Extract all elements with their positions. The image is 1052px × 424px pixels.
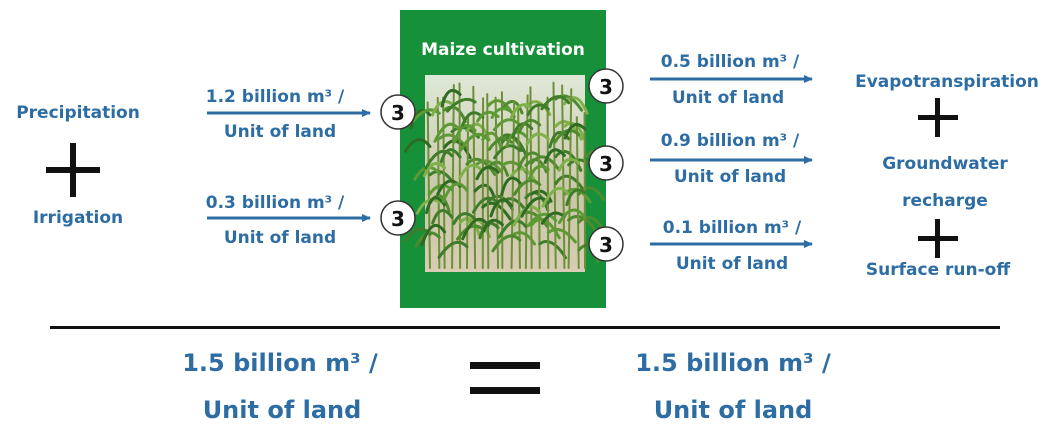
badge: 3 [588,145,624,181]
svg-text:3: 3 [391,207,405,231]
input-label: Precipitation [16,103,140,123]
outflow-amount: 0.5 billion m³ / [660,52,800,72]
divider [50,326,1000,329]
badge: 3 [380,200,416,236]
input-label: Irrigation [32,208,124,228]
inflow-amount: 1.2 billion m³ / [205,87,345,107]
svg-text:3: 3 [391,101,405,125]
plus-sign [918,219,958,258]
outflow-amount: 0.9 billion m³ / [660,131,800,151]
outflow-unit: Unit of land [671,88,785,108]
total-amount: 1.5 billion m³ / [182,349,378,377]
output-label: Surface run-off [865,260,1011,280]
plus-sign [46,143,100,197]
outflow-unit: Unit of land [675,254,789,274]
maize-photo [403,75,614,272]
badge: 3 [380,94,416,130]
output-label: Evapotranspiration [855,72,1039,92]
svg-text:3: 3 [599,75,613,99]
total-unit: Unit of land [202,396,362,424]
total-amount: 1.5 billion m³ / [635,349,831,377]
inflow-amount: 0.3 billion m³ / [205,193,345,213]
svg-text:3: 3 [599,152,613,176]
outflow-amount: 0.1 billion m³ / [662,218,802,238]
outflow-unit: Unit of land [673,167,787,187]
plus-sign [918,98,958,137]
equals-sign [470,362,540,394]
total-unit: Unit of land [653,396,813,424]
inflow-unit: Unit of land [223,228,337,248]
inflow-unit: Unit of land [223,122,337,142]
panel-title: Maize cultivation [421,40,585,60]
badge: 3 [588,226,624,262]
output-label: Groundwater recharge [882,154,1008,211]
badge: 3 [588,68,624,104]
svg-text:3: 3 [599,233,613,257]
